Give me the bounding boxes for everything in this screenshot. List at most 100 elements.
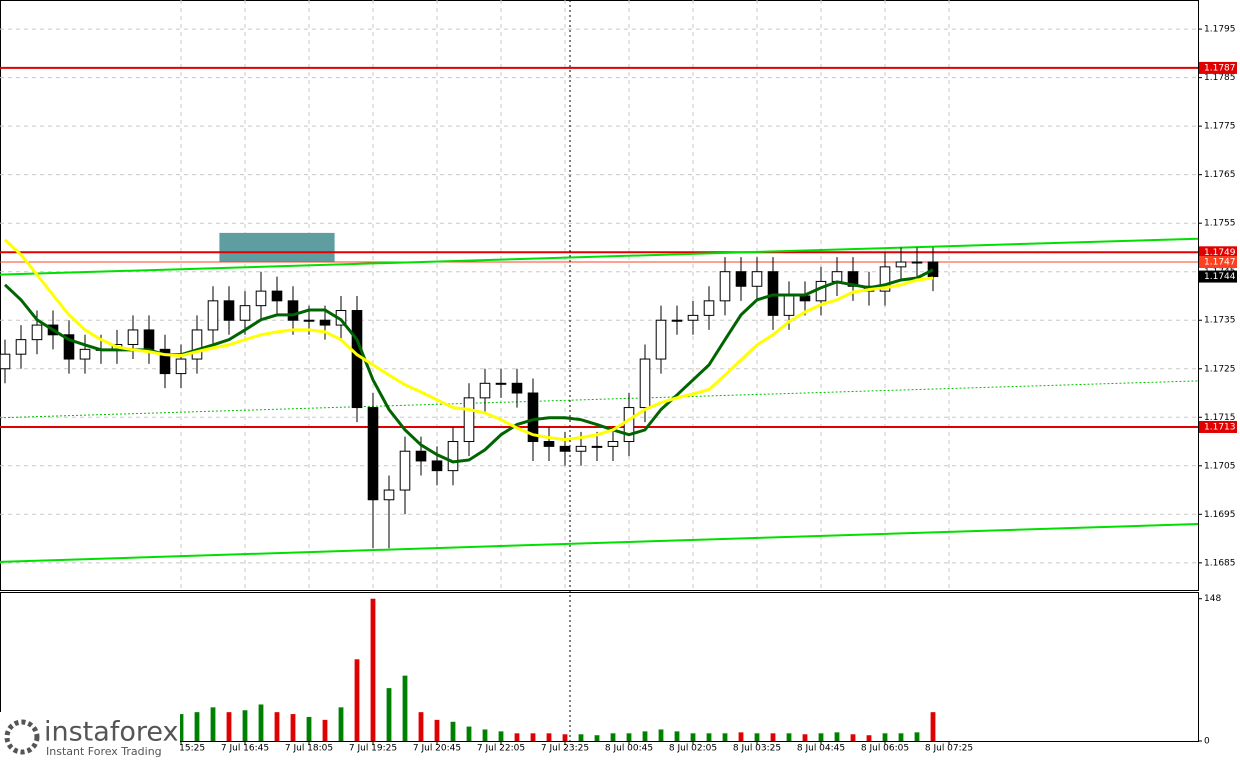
candle-body — [559, 445, 571, 452]
volume-bar — [898, 733, 904, 741]
trend-line — [0, 237, 1199, 276]
y-tick-label: 1.1795 — [1204, 25, 1236, 35]
candle-body — [511, 382, 523, 394]
candle-body — [127, 329, 139, 345]
candle-body — [655, 319, 667, 360]
candle-body — [751, 271, 763, 287]
volume-bar — [866, 735, 872, 741]
x-tick-label: 8 Jul 02:05 — [669, 744, 717, 754]
x-tick-label: 7 Jul 23:25 — [541, 744, 589, 754]
volume-bar — [418, 712, 424, 741]
logo-bg — [0, 712, 180, 761]
y-tick-label: 1.1755 — [1204, 219, 1236, 229]
x-tick-label: 7 Jul 16:45 — [221, 744, 269, 754]
volume-bar — [594, 735, 600, 741]
volume-bar — [434, 719, 440, 741]
volume-bar — [370, 598, 376, 741]
x-tick-label: 7 Jul 15:25 — [157, 744, 205, 754]
volume-bar — [402, 675, 408, 741]
candle-body — [495, 382, 507, 385]
volume-bar — [210, 707, 216, 741]
candle-body — [527, 392, 539, 443]
volume-bar — [578, 734, 584, 741]
volume-bar — [722, 733, 728, 741]
volume-bar — [706, 733, 712, 741]
volume-frame — [0, 592, 1199, 742]
candle-body — [223, 300, 235, 321]
volume-bar — [738, 732, 744, 741]
logo-tagline: Instant Forex Trading — [46, 745, 162, 758]
candle-body — [879, 266, 891, 292]
x-tick-label: 8 Jul 04:45 — [797, 744, 845, 754]
trend-line — [0, 380, 1199, 419]
volume-bar — [178, 714, 184, 741]
candle-body — [607, 441, 619, 447]
volume-bar — [338, 707, 344, 741]
volume-bar — [498, 731, 504, 741]
level-label-bg — [1199, 246, 1237, 259]
candle-body — [543, 441, 555, 447]
logo-name: instaforex — [44, 717, 178, 748]
volume-bar — [450, 721, 456, 741]
volume-bar — [274, 712, 280, 741]
level-label-bg — [1199, 420, 1237, 433]
moving-average — [3, 238, 934, 442]
volume-bar — [546, 733, 552, 741]
volume-bar — [754, 733, 760, 741]
logo: instaforex Instant Forex Trading — [0, 712, 180, 761]
candle-body — [367, 407, 379, 501]
y-tick-label: 1.1715 — [1204, 413, 1236, 423]
volume-bar — [642, 731, 648, 741]
volume-bar — [258, 704, 264, 741]
volume-bar — [386, 688, 392, 741]
volume-bar — [562, 734, 568, 741]
volume-bar — [226, 712, 232, 741]
candle-body — [591, 445, 603, 448]
level-label: 1.1749 — [1204, 248, 1236, 258]
x-tick-label: 8 Jul 07:25 — [925, 744, 973, 754]
candle-body — [383, 489, 395, 501]
y-tick-label: 1.1725 — [1204, 364, 1236, 374]
candle-body — [15, 339, 27, 355]
candle-body — [351, 310, 363, 409]
level-label: 1.1747 — [1204, 258, 1236, 268]
x-tick-label: 8 Jul 03:25 — [733, 744, 781, 754]
candle-body — [719, 271, 731, 302]
candle-body — [319, 319, 331, 326]
candle-body — [31, 324, 43, 341]
volume-bar — [658, 729, 664, 741]
candle-body — [911, 261, 923, 264]
x-tick-label: 8 Jul 06:05 — [861, 744, 909, 754]
candle-body — [207, 300, 219, 331]
volume-bar — [242, 710, 248, 741]
volume-bar — [834, 732, 840, 741]
volume-bar — [194, 712, 200, 741]
y-tick-label: 1.1705 — [1204, 461, 1236, 471]
candle-body — [639, 358, 651, 409]
x-tick-label: 7 Jul 20:45 — [413, 744, 461, 754]
candle-body — [479, 382, 491, 399]
y-tick-label: 1.1695 — [1204, 510, 1236, 520]
volume-bar — [626, 733, 632, 741]
current-price-bg — [1199, 270, 1237, 283]
zone — [219, 232, 335, 263]
volume-bar — [610, 733, 616, 741]
candle-body — [927, 261, 939, 278]
candle-body — [0, 353, 11, 370]
candle-body — [303, 319, 315, 322]
volume-bar — [770, 733, 776, 741]
y-tick-label: 1.1765 — [1204, 170, 1236, 180]
volume-bar — [850, 734, 856, 741]
candle-body — [815, 280, 827, 302]
candle-body — [703, 300, 715, 316]
volume-bar — [466, 726, 472, 741]
candle-body — [271, 290, 283, 302]
candle-body — [79, 348, 91, 360]
candle-body — [143, 329, 155, 350]
volume-bar — [786, 733, 792, 741]
y-tick-label: 1.1735 — [1204, 316, 1236, 326]
candle-body — [735, 271, 747, 287]
x-tick-label: 8 Jul 00:45 — [605, 744, 653, 754]
